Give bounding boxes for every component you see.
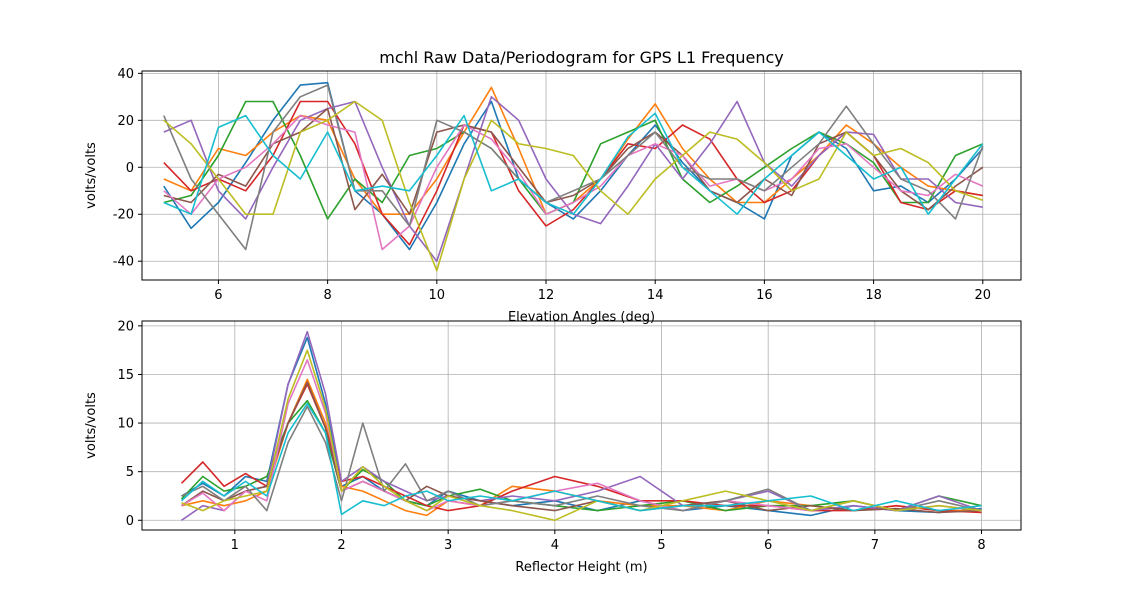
top-x-tick-label-0: 6 — [214, 288, 222, 303]
bottom-series-line-4 — [181, 330, 982, 521]
bottom-series-line-9 — [180, 402, 982, 516]
top-series-line-6 — [163, 114, 984, 251]
top-x-tick-label-1: 8 — [323, 288, 331, 303]
bottom-series-line-7 — [181, 405, 982, 512]
bottom-x-tick-label-5: 6 — [764, 538, 772, 553]
top-x-tick-label-4: 14 — [647, 288, 664, 303]
bottom-x-axis-label: Reflector Height (m) — [515, 560, 647, 575]
bottom-series-group — [180, 330, 982, 522]
bottom-x-tick-label-7: 8 — [977, 538, 985, 553]
bottom-series-line-3 — [180, 383, 982, 514]
top-x-tick-label-7: 20 — [975, 288, 992, 303]
top-y-axis-label: volts/volts — [84, 142, 99, 209]
top-x-tick-label-3: 12 — [538, 288, 555, 303]
top-x-tick-label-6: 18 — [865, 288, 882, 303]
top-series-line-8 — [163, 100, 984, 272]
bottom-y-axis-label: volts/volts — [84, 392, 99, 459]
bottom-series-line-8 — [181, 349, 982, 522]
bottom-x-tick-label-0: 1 — [231, 538, 239, 553]
top-y-tick-label-3: 20 — [117, 114, 134, 129]
bottom-x-tick-label-3: 4 — [551, 538, 559, 553]
bottom-x-tick-label-6: 7 — [871, 538, 879, 553]
top-series-line-0 — [163, 81, 984, 251]
bottom-y-tick-label-3: 15 — [117, 368, 134, 383]
top-y-tick-label-2: 0 — [126, 161, 134, 176]
top-x-tick-label-2: 10 — [429, 288, 446, 303]
bottom-y-tick-label-4: 20 — [117, 319, 134, 334]
bottom-y-tick-label-2: 10 — [117, 417, 134, 432]
periodogram-panel: 1 2 3 4 5 6 7 8 0 5 10 15 20 Reflector Height (m) volt… — [84, 319, 1022, 575]
top-series-group — [163, 81, 984, 272]
top-series-line-2 — [163, 100, 984, 220]
bottom-series-line-6 — [181, 359, 982, 512]
top-x-tick-label-5: 16 — [756, 288, 773, 303]
top-x-axis-label: Elevation Angles (deg) — [508, 310, 655, 325]
bottom-x-tick-label-4: 5 — [657, 538, 665, 553]
bottom-series-line-5 — [181, 381, 982, 514]
bottom-x-tick-label-1: 2 — [337, 538, 345, 553]
top-y-tick-label-0: -40 — [113, 255, 134, 270]
bottom-y-tick-label-0: 0 — [126, 514, 134, 529]
top-y-tick-label-4: 40 — [117, 67, 134, 82]
top-y-tick-label-1: -20 — [113, 208, 134, 223]
top-series-line-7 — [163, 84, 984, 251]
top-axes-frame — [141, 70, 1022, 281]
raw-data-panel: 6 8 10 12 14 16 18 20 -40 -20 0 20 40 Elevation Angle… — [84, 48, 1022, 325]
bottom-x-tick-label-2: 3 — [444, 538, 452, 553]
bottom-y-tick-label-1: 5 — [126, 465, 134, 480]
top-series-line-4 — [163, 96, 983, 263]
top-series-line-9 — [163, 112, 984, 215]
bottom-axes-frame — [141, 320, 1022, 531]
chart-title: mchl Raw Data/Periodogram for GPS L1 Fre… — [379, 48, 784, 67]
